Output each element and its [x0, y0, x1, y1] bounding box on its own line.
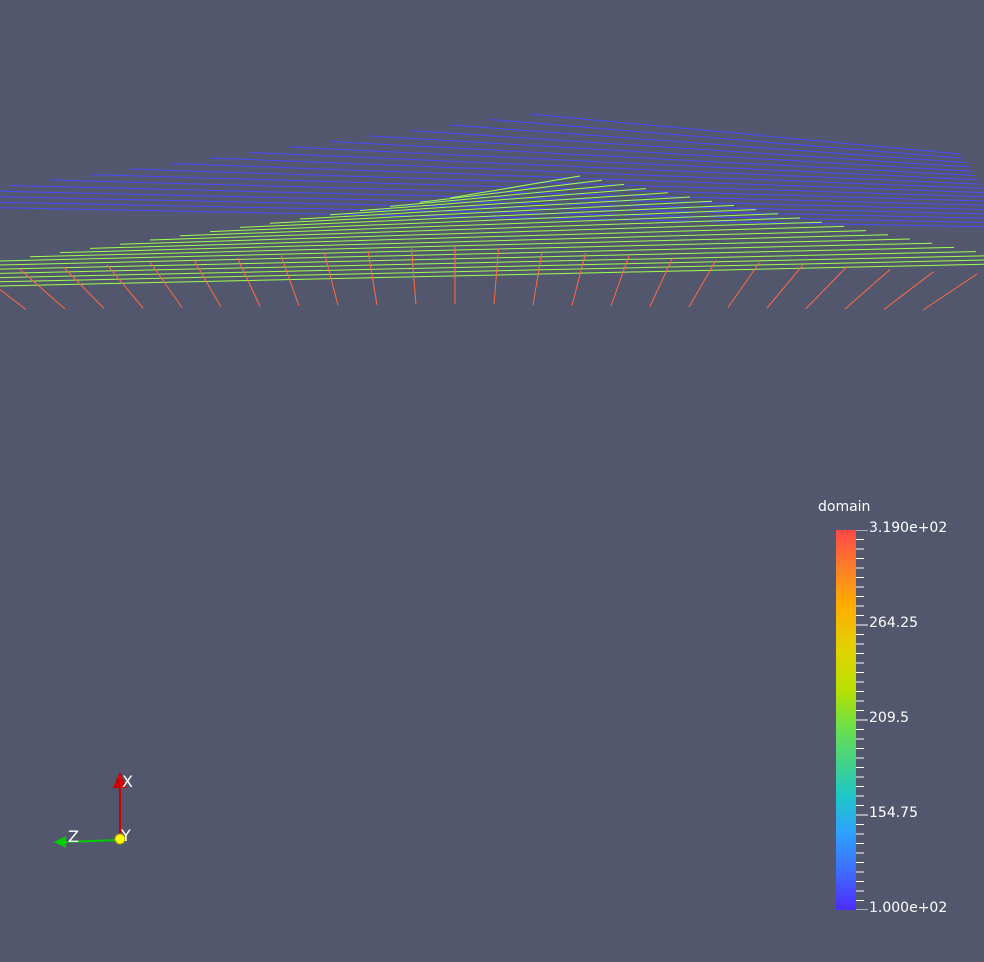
legend-title: domain — [818, 499, 871, 515]
legend-tick-label-154: 154.75 — [869, 805, 918, 821]
radial-line — [844, 269, 891, 310]
upper-line — [0, 190, 984, 215]
upper-line — [9, 185, 984, 211]
radial-line — [766, 264, 804, 309]
legend-max-label: 3.190e+02 — [869, 520, 948, 536]
legend-ticks — [856, 530, 868, 910]
radial-line — [493, 248, 499, 305]
radial-line — [883, 271, 934, 310]
x-axis-arrow-icon — [113, 772, 127, 788]
middle-line — [0, 263, 984, 287]
middle-line — [29, 234, 889, 258]
radial-line — [63, 266, 105, 309]
radial-line — [727, 262, 760, 308]
lower-line-group — [0, 246, 978, 311]
radial-line — [367, 250, 378, 306]
radial-line — [0, 289, 27, 310]
middle-line — [359, 188, 647, 212]
legend-tick-label-264: 264.25 — [869, 615, 918, 631]
radial-line — [649, 257, 673, 307]
z-axis-arrow-icon — [54, 836, 66, 848]
upper-line — [329, 141, 976, 176]
radial-line — [805, 266, 847, 309]
upper-line — [529, 113, 961, 155]
middle-line — [209, 209, 757, 233]
upper-line-group — [0, 113, 984, 228]
middle-line — [0, 255, 984, 279]
upper-line — [249, 152, 982, 185]
y-axis-dot-icon — [114, 833, 126, 845]
middle-line — [329, 192, 669, 216]
upper-line — [489, 119, 964, 159]
middle-line — [449, 175, 581, 199]
color-legend-bar[interactable] — [836, 530, 856, 910]
middle-line-group — [0, 175, 984, 287]
upper-line — [0, 207, 984, 228]
middle-line — [239, 204, 735, 228]
radial-line — [106, 264, 144, 309]
radial-line — [237, 257, 261, 307]
radial-line — [193, 259, 222, 308]
radial-line — [610, 255, 630, 307]
radial-line — [532, 250, 543, 306]
upper-line — [449, 124, 967, 164]
z-axis-label: Z — [68, 827, 79, 846]
middle-line — [389, 183, 625, 207]
orientation-axes — [54, 772, 127, 848]
radial-line — [19, 269, 66, 310]
middle-line — [119, 221, 823, 245]
x-axis-label: X — [122, 772, 133, 791]
upper-line — [409, 130, 970, 168]
radial-line — [411, 248, 417, 305]
middle-line — [179, 213, 779, 237]
upper-line — [0, 196, 984, 219]
legend-tick-label-209: 209.5 — [869, 710, 910, 726]
radial-line — [571, 253, 586, 306]
upper-line — [209, 157, 984, 189]
radial-line — [922, 273, 978, 311]
z-axis-line — [64, 839, 121, 843]
middle-line — [0, 242, 933, 266]
middle-line — [0, 259, 984, 283]
radial-line — [150, 262, 183, 308]
radial-line — [280, 255, 300, 307]
radial-line — [324, 253, 339, 306]
upper-line — [169, 163, 984, 194]
middle-line — [299, 196, 691, 220]
middle-line — [59, 230, 867, 254]
middle-line — [89, 225, 845, 249]
upper-line — [289, 146, 979, 181]
upper-line — [49, 179, 984, 206]
middle-line — [269, 200, 713, 224]
legend-min-label: 1.000e+02 — [869, 900, 948, 916]
upper-line — [369, 135, 973, 172]
radial-line — [688, 259, 717, 308]
middle-line — [149, 217, 801, 241]
y-axis-label: Y — [121, 826, 131, 845]
middle-line — [419, 179, 603, 203]
middle-line — [0, 246, 955, 270]
upper-line — [129, 168, 984, 198]
middle-line — [0, 251, 977, 274]
